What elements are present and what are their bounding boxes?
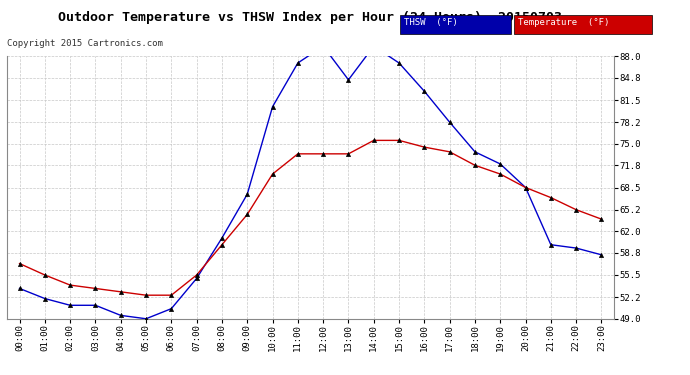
Text: Copyright 2015 Cartronics.com: Copyright 2015 Cartronics.com <box>7 39 163 48</box>
Text: THSW  (°F): THSW (°F) <box>404 18 457 27</box>
Text: Outdoor Temperature vs THSW Index per Hour (24 Hours)  20150703: Outdoor Temperature vs THSW Index per Ho… <box>59 11 562 24</box>
Text: Temperature  (°F): Temperature (°F) <box>518 18 609 27</box>
